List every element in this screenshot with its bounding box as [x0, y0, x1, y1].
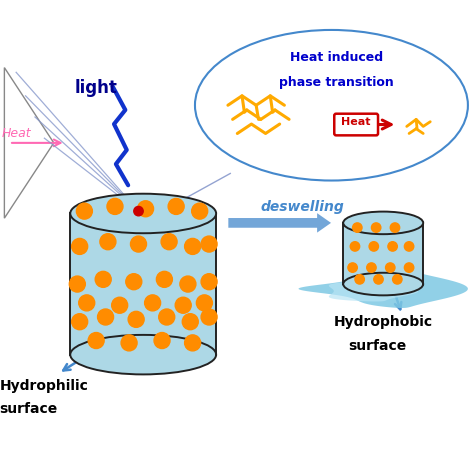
Circle shape: [76, 203, 92, 219]
Circle shape: [196, 295, 212, 311]
Circle shape: [95, 271, 111, 287]
Circle shape: [175, 297, 191, 313]
Circle shape: [182, 314, 198, 330]
Circle shape: [88, 333, 104, 348]
Polygon shape: [329, 281, 419, 301]
Circle shape: [350, 242, 360, 251]
Circle shape: [392, 274, 402, 284]
Text: Heat: Heat: [2, 127, 32, 140]
Circle shape: [159, 309, 175, 325]
Ellipse shape: [70, 194, 216, 233]
Polygon shape: [343, 223, 423, 284]
Circle shape: [156, 271, 173, 287]
Circle shape: [98, 309, 114, 325]
Circle shape: [180, 276, 196, 292]
Ellipse shape: [343, 273, 423, 295]
Circle shape: [201, 309, 217, 325]
Circle shape: [404, 242, 414, 251]
Circle shape: [184, 238, 201, 255]
Ellipse shape: [195, 30, 468, 181]
Text: deswelling: deswelling: [261, 200, 345, 214]
Circle shape: [404, 263, 414, 272]
Circle shape: [69, 276, 85, 292]
Text: surface: surface: [348, 339, 406, 353]
Circle shape: [128, 311, 144, 328]
Circle shape: [112, 297, 128, 313]
Circle shape: [369, 242, 379, 251]
Polygon shape: [299, 270, 468, 308]
FancyBboxPatch shape: [334, 114, 378, 136]
Ellipse shape: [343, 211, 423, 234]
Circle shape: [137, 201, 154, 217]
Ellipse shape: [70, 335, 216, 374]
Text: Hydrophilic: Hydrophilic: [0, 379, 89, 393]
Circle shape: [145, 295, 161, 311]
Text: Hydrophobic: Hydrophobic: [334, 315, 433, 329]
Circle shape: [161, 234, 177, 250]
Polygon shape: [70, 213, 216, 355]
Circle shape: [100, 234, 116, 250]
FancyArrowPatch shape: [379, 120, 391, 129]
FancyArrowPatch shape: [228, 213, 331, 233]
Circle shape: [372, 223, 381, 232]
Circle shape: [355, 274, 365, 284]
Circle shape: [126, 273, 142, 290]
Circle shape: [388, 242, 397, 251]
Circle shape: [385, 263, 395, 272]
Circle shape: [191, 203, 208, 219]
Circle shape: [201, 273, 217, 290]
Circle shape: [107, 199, 123, 214]
Circle shape: [353, 223, 362, 232]
Circle shape: [390, 223, 400, 232]
Text: light: light: [75, 80, 118, 98]
Circle shape: [121, 335, 137, 351]
Circle shape: [79, 295, 95, 311]
Text: phase transition: phase transition: [279, 76, 393, 90]
Text: Heat induced: Heat induced: [290, 51, 383, 64]
Circle shape: [201, 236, 217, 252]
Circle shape: [367, 263, 376, 272]
Polygon shape: [4, 68, 54, 218]
Circle shape: [72, 314, 88, 330]
Circle shape: [184, 335, 201, 351]
Text: Heat: Heat: [341, 117, 371, 127]
Circle shape: [72, 238, 88, 255]
Circle shape: [374, 274, 383, 284]
Circle shape: [134, 206, 143, 216]
Circle shape: [348, 263, 357, 272]
Circle shape: [168, 199, 184, 214]
Text: surface: surface: [0, 402, 58, 417]
Circle shape: [130, 236, 146, 252]
Circle shape: [154, 333, 170, 348]
